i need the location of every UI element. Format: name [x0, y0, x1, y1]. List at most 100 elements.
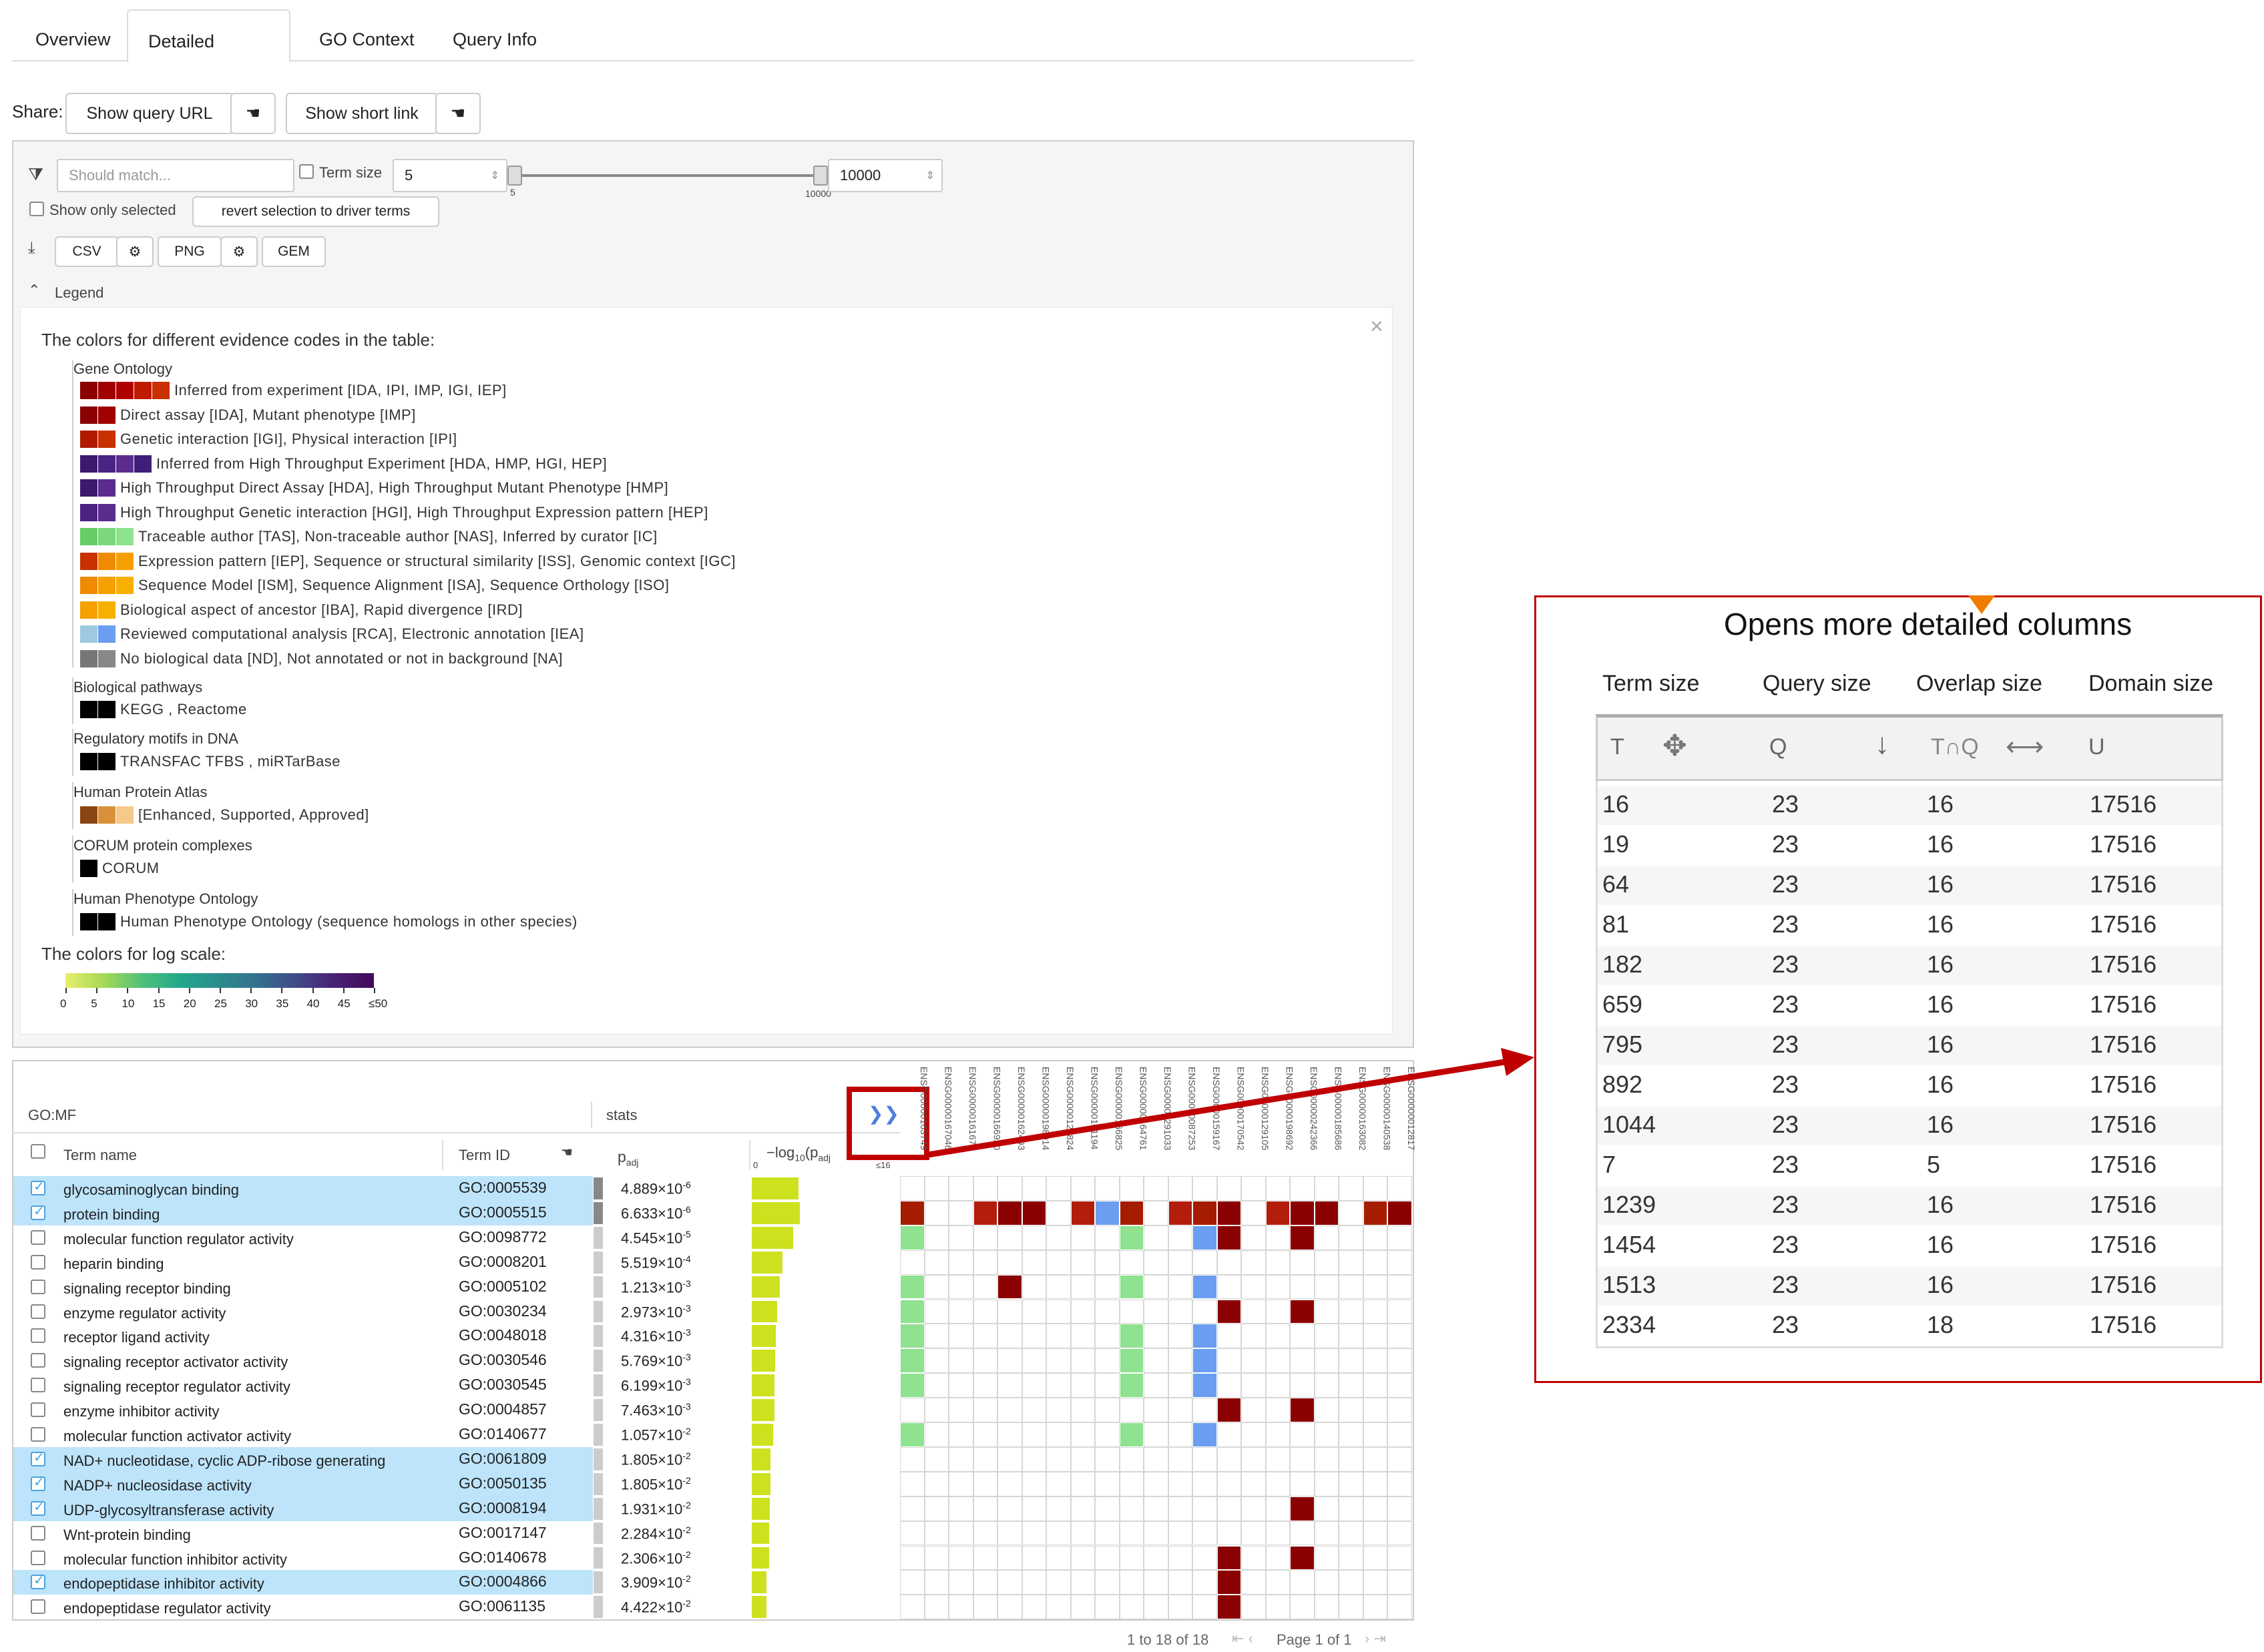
evidence-cell[interactable]: [1216, 1176, 1241, 1201]
evidence-cell[interactable]: [1265, 1398, 1290, 1422]
evidence-cell[interactable]: [1265, 1225, 1290, 1250]
table-row[interactable]: protein binding GO:0005515: [13, 1200, 603, 1225]
evidence-cell[interactable]: [949, 1348, 973, 1374]
evidence-cell[interactable]: [997, 1595, 1022, 1620]
term-name[interactable]: heparin binding: [63, 1255, 164, 1272]
evidence-cell[interactable]: [1144, 1348, 1168, 1374]
evidence-cell[interactable]: [1290, 1496, 1315, 1521]
evidence-cell[interactable]: [1314, 1422, 1339, 1447]
evidence-cell[interactable]: [900, 1200, 925, 1225]
evidence-cell[interactable]: [900, 1398, 925, 1422]
evidence-cell[interactable]: [1070, 1299, 1095, 1324]
evidence-cell[interactable]: [1387, 1422, 1412, 1447]
evidence-cell[interactable]: [924, 1545, 949, 1571]
evidence-cell[interactable]: [1022, 1348, 1046, 1374]
evidence-cell[interactable]: [1168, 1299, 1192, 1324]
row-checkbox[interactable]: [31, 1353, 45, 1368]
table-row[interactable]: heparin binding GO:0008201: [13, 1250, 603, 1275]
table-row[interactable]: enzyme inhibitor activity GO:0004857: [13, 1398, 603, 1422]
evidence-cell[interactable]: [1144, 1595, 1168, 1620]
evidence-cell[interactable]: [1046, 1176, 1071, 1201]
evidence-cell[interactable]: [1265, 1446, 1290, 1472]
evidence-cell[interactable]: [900, 1521, 925, 1546]
term-id[interactable]: GO:0030234: [459, 1302, 547, 1320]
evidence-cell[interactable]: [1290, 1422, 1315, 1447]
evidence-cell[interactable]: [1241, 1299, 1266, 1324]
evidence-cell[interactable]: [1241, 1176, 1266, 1201]
evidence-cell[interactable]: [1339, 1595, 1363, 1620]
evidence-cell[interactable]: [1022, 1225, 1046, 1250]
evidence-cell[interactable]: [1216, 1496, 1241, 1521]
evidence-cell[interactable]: [1192, 1373, 1217, 1398]
evidence-cell[interactable]: [1095, 1446, 1120, 1472]
evidence-cell[interactable]: [1339, 1398, 1363, 1422]
evidence-cell[interactable]: [1070, 1274, 1095, 1300]
term-name[interactable]: molecular function activator activity: [63, 1428, 292, 1444]
evidence-cell[interactable]: [1216, 1200, 1241, 1225]
row-checkbox[interactable]: [31, 1427, 45, 1442]
evidence-cell[interactable]: [1022, 1496, 1046, 1521]
evidence-cell[interactable]: [1192, 1422, 1217, 1447]
term-id[interactable]: GO:0004866: [459, 1573, 547, 1591]
term-name[interactable]: Wnt-protein binding: [63, 1526, 191, 1543]
evidence-cell[interactable]: [1216, 1398, 1241, 1422]
evidence-cell[interactable]: [1144, 1446, 1168, 1472]
evidence-cell[interactable]: [1314, 1545, 1339, 1571]
evidence-cell[interactable]: [1144, 1299, 1168, 1324]
evidence-cell[interactable]: [1363, 1274, 1387, 1300]
evidence-cell[interactable]: [1022, 1373, 1046, 1398]
evidence-cell[interactable]: [924, 1176, 949, 1201]
term-name[interactable]: signaling receptor binding: [63, 1280, 231, 1297]
evidence-cell[interactable]: [973, 1373, 997, 1398]
evidence-cell[interactable]: [1363, 1200, 1387, 1225]
evidence-cell[interactable]: [1046, 1595, 1071, 1620]
term-id[interactable]: GO:0005515: [459, 1203, 547, 1221]
evidence-cell[interactable]: [1216, 1545, 1241, 1571]
evidence-cell[interactable]: [1070, 1521, 1095, 1546]
gene-column-header[interactable]: ENSG00000166825: [1114, 1067, 1124, 1151]
evidence-cell[interactable]: [1290, 1200, 1315, 1225]
evidence-cell[interactable]: [1265, 1176, 1290, 1201]
evidence-cell[interactable]: [1265, 1521, 1290, 1546]
evidence-cell[interactable]: [1119, 1595, 1144, 1620]
evidence-cell[interactable]: [1192, 1446, 1217, 1472]
evidence-cell[interactable]: [924, 1570, 949, 1595]
evidence-cell[interactable]: [1265, 1324, 1290, 1349]
evidence-cell[interactable]: [1095, 1422, 1120, 1447]
evidence-cell[interactable]: [1144, 1545, 1168, 1571]
evidence-cell[interactable]: [1290, 1324, 1315, 1349]
evidence-cell[interactable]: [1265, 1496, 1290, 1521]
evidence-cell[interactable]: [1168, 1471, 1192, 1496]
evidence-cell[interactable]: [1070, 1176, 1095, 1201]
evidence-cell[interactable]: [1265, 1348, 1290, 1374]
evidence-cell[interactable]: [900, 1324, 925, 1349]
evidence-cell[interactable]: [900, 1176, 925, 1201]
evidence-cell[interactable]: [1387, 1324, 1412, 1349]
evidence-cell[interactable]: [1290, 1225, 1315, 1250]
evidence-cell[interactable]: [924, 1299, 949, 1324]
evidence-cell[interactable]: [1022, 1422, 1046, 1447]
evidence-cell[interactable]: [1119, 1398, 1144, 1422]
evidence-cell[interactable]: [973, 1324, 997, 1349]
gem-button[interactable]: GEM: [262, 236, 326, 267]
evidence-cell[interactable]: [997, 1225, 1022, 1250]
evidence-cell[interactable]: [1265, 1471, 1290, 1496]
evidence-cell[interactable]: [1241, 1348, 1266, 1374]
evidence-cell[interactable]: [1363, 1373, 1387, 1398]
evidence-cell[interactable]: [973, 1545, 997, 1571]
tab-go-context[interactable]: GO Context: [319, 29, 415, 49]
evidence-cell[interactable]: [973, 1348, 997, 1374]
evidence-cell[interactable]: [1022, 1398, 1046, 1422]
term-id[interactable]: GO:0140678: [459, 1548, 547, 1566]
evidence-cell[interactable]: [1144, 1422, 1168, 1447]
evidence-cell[interactable]: [900, 1348, 925, 1374]
evidence-cell[interactable]: [1265, 1373, 1290, 1398]
evidence-cell[interactable]: [1046, 1348, 1071, 1374]
evidence-cell[interactable]: [1216, 1324, 1241, 1349]
evidence-cell[interactable]: [1339, 1299, 1363, 1324]
evidence-cell[interactable]: [997, 1570, 1022, 1595]
search-input[interactable]: Should match...: [57, 159, 294, 192]
select-all-checkbox[interactable]: [31, 1144, 45, 1159]
row-checkbox[interactable]: [31, 1572, 45, 1590]
evidence-cell[interactable]: [924, 1225, 949, 1250]
